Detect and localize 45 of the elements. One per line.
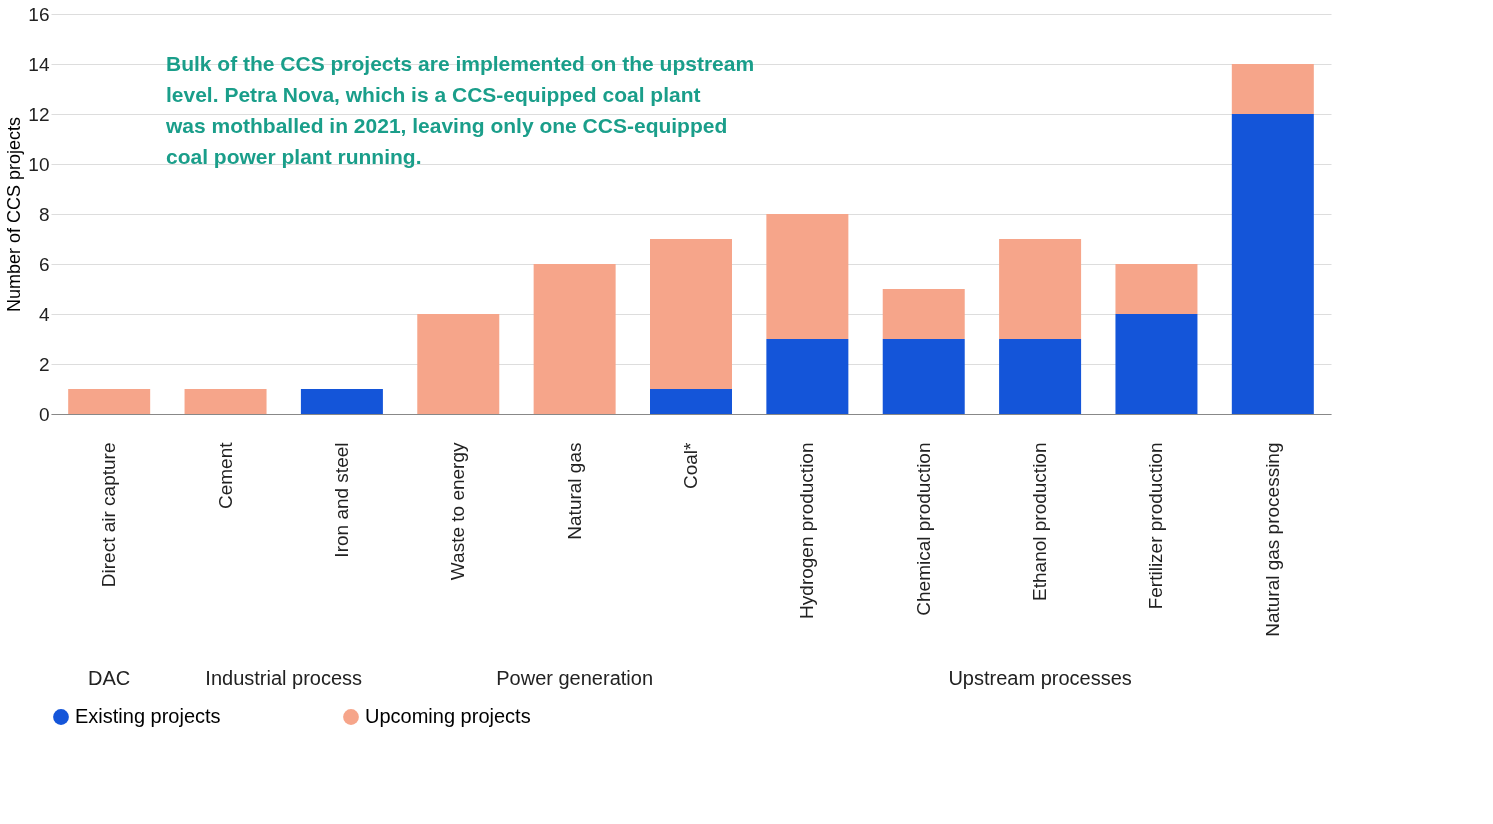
- y-axis-title: Number of CCS projects: [4, 116, 25, 313]
- annotation: Bulk of the CCS projects are implemented on the upstream level. Petra Nova, which is a CCS-equipped coal plant was mothballed in 2021, leaving only one CCS-equipped coal power plant running.: [165, 52, 755, 168]
- y-tick-label: 4: [38, 303, 50, 325]
- legend-label: Upcoming projects: [365, 705, 531, 727]
- text: DAC: [88, 667, 131, 689]
- y-tick-label: 6: [38, 253, 50, 275]
- bar: [533, 264, 616, 414]
- x-tick-label: Ethanol production: [1029, 442, 1051, 601]
- x-tick-label: Fertilizer production: [1145, 442, 1167, 610]
- x-tick-label: Iron and steel: [330, 442, 352, 558]
- bar: [68, 389, 151, 414]
- x-tick-label: Natural gas: [563, 442, 585, 540]
- bar: [766, 339, 849, 414]
- bar: [1115, 264, 1198, 314]
- x-tick-label: Cement: [214, 441, 236, 510]
- y-tick-label: 10: [28, 153, 50, 175]
- text: Industrial process: [205, 667, 363, 689]
- legend-label: Existing projects: [75, 705, 221, 727]
- bar: [999, 239, 1082, 339]
- y-tick-label: 2: [38, 353, 50, 375]
- y-tick-label: 0: [38, 403, 50, 425]
- bar: [1231, 114, 1314, 414]
- bar: [1115, 314, 1198, 414]
- y-tick-label: 14: [28, 53, 50, 75]
- x-tick-label: Coal*: [680, 441, 701, 489]
- x-tick-label: Direct air capture: [98, 442, 120, 588]
- x-tick-label: Hydrogen production: [796, 442, 818, 619]
- y-tick-label: 16: [28, 3, 50, 25]
- bar: [766, 214, 849, 339]
- bar: [417, 314, 500, 414]
- bar: [882, 289, 965, 339]
- x-tick-label: Waste to energy: [447, 442, 469, 581]
- y-tick-label: 8: [38, 203, 50, 225]
- bar: [882, 339, 965, 414]
- x-tick-label: Natural gas processing: [1261, 442, 1283, 637]
- bar: [184, 389, 267, 414]
- text: Upstream processes: [948, 667, 1132, 689]
- text: Power generation: [496, 667, 654, 689]
- y-tick-label: 12: [28, 103, 50, 125]
- bar: [1231, 64, 1314, 114]
- bar: [650, 389, 732, 414]
- bar: [300, 389, 383, 414]
- bar: [650, 239, 732, 389]
- x-tick-label: Chemical production: [912, 442, 934, 616]
- bar: [999, 339, 1082, 414]
